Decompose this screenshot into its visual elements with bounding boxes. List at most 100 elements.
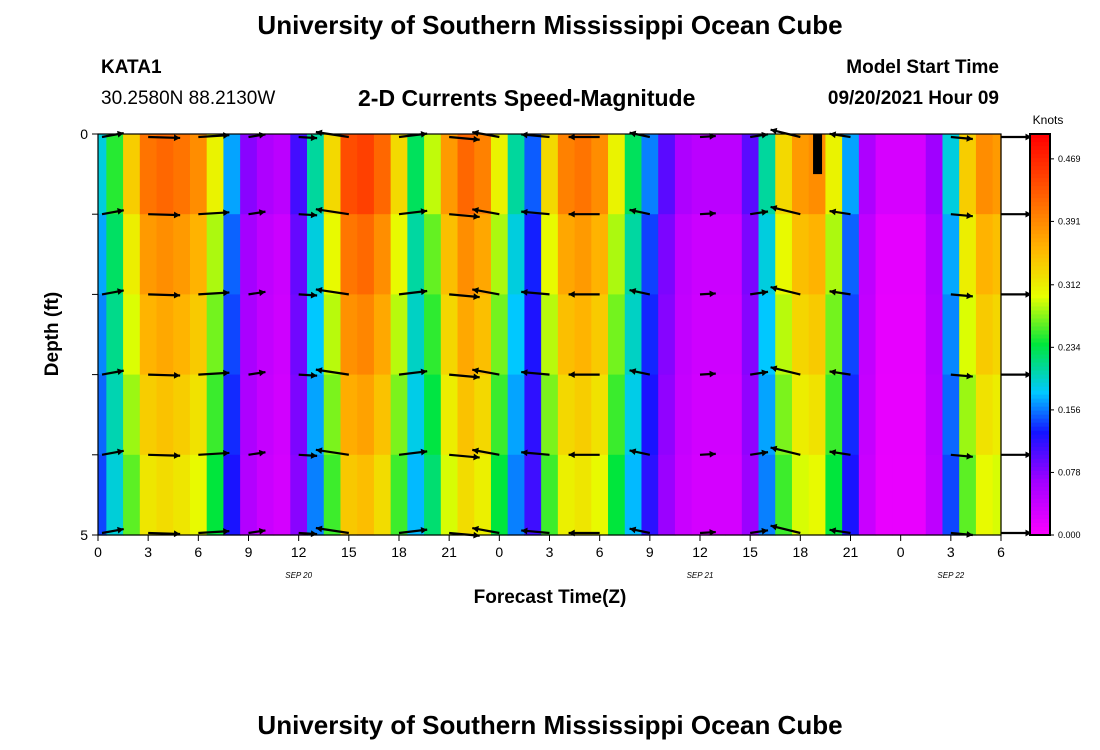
colorbar-band	[1030, 286, 1050, 291]
heatmap-cell	[156, 374, 174, 456]
colorbar-band	[1030, 310, 1050, 316]
heatmap-cell	[490, 454, 509, 536]
heatmap-cell	[206, 374, 225, 456]
heatmap-cell	[440, 294, 459, 376]
heatmap-cell	[641, 454, 659, 536]
heatmap-cell	[98, 294, 107, 376]
heatmap-cell	[139, 454, 158, 536]
heatmap-cell	[875, 374, 893, 456]
colorbar-band	[1030, 150, 1050, 155]
x-tick-label: 3	[144, 544, 152, 560]
heatmap-cell	[424, 294, 442, 376]
heatmap-cell	[975, 374, 994, 456]
heatmap-cell	[189, 374, 208, 456]
colorbar-band	[1030, 414, 1050, 420]
heatmap-cell	[708, 374, 726, 456]
heatmap-cell	[106, 214, 124, 295]
heatmap-cell	[775, 374, 793, 456]
heatmap-cell	[641, 134, 659, 215]
heatmap-cell	[240, 454, 258, 536]
colorbar-band	[1030, 246, 1050, 251]
x-tick-label: 18	[391, 544, 407, 560]
colorbar-band	[1030, 278, 1050, 283]
heatmap-cell	[256, 134, 275, 215]
x-tick-label: 6	[596, 544, 604, 560]
heatmap-cell	[624, 214, 643, 295]
colorbar-band	[1030, 266, 1050, 271]
heatmap-cell	[775, 454, 793, 536]
colorbar-tick-label: 0.156	[1058, 405, 1081, 415]
current-vector	[629, 526, 651, 535]
current-vector	[770, 285, 801, 296]
current-vector	[248, 369, 266, 377]
colorbar-band	[1030, 378, 1050, 384]
colorbar-band	[1030, 394, 1050, 400]
colorbar-band	[1030, 354, 1050, 360]
current-vector	[521, 208, 550, 216]
current-vector	[298, 211, 318, 219]
current-vector	[1001, 210, 1032, 218]
heatmap-cell	[424, 134, 442, 215]
heatmap-cell	[123, 214, 141, 295]
current-vector	[829, 208, 851, 216]
heatmap-cell	[524, 294, 542, 376]
heatmap-cell	[440, 454, 459, 536]
colorbar-band	[1030, 442, 1050, 448]
heatmap-cell	[156, 214, 174, 295]
heatmap-cell	[791, 294, 810, 376]
heatmap-cell	[591, 214, 609, 295]
heatmap-cell	[307, 214, 325, 295]
heatmap-cell	[541, 214, 559, 295]
heatmap-cell	[307, 454, 325, 536]
heatmap-cell	[290, 294, 308, 376]
heatmap-cell	[273, 214, 291, 295]
heatmap-cell	[206, 214, 225, 295]
heatmap-cell	[123, 454, 141, 536]
colorbar-band	[1030, 530, 1050, 536]
heatmap-cell	[474, 214, 492, 295]
heatmap-cell	[925, 454, 944, 536]
colorbar-band	[1030, 158, 1050, 163]
heatmap-cell	[307, 294, 325, 376]
colorbar-band	[1030, 302, 1050, 308]
current-vector	[298, 291, 318, 299]
current-vector	[398, 208, 428, 216]
x-tick-label: 9	[646, 544, 654, 560]
heatmap-cell	[725, 294, 743, 376]
heatmap-cell	[240, 374, 258, 456]
colorbar-band	[1030, 330, 1050, 336]
heatmap-cell	[206, 294, 225, 376]
x-tick-label: 0	[94, 544, 102, 560]
current-vector	[568, 291, 600, 298]
current-vector	[521, 527, 550, 535]
heatmap-cell	[875, 294, 893, 376]
heatmap-cell	[139, 214, 158, 295]
heatmap-cell	[691, 214, 709, 295]
colorbar-band	[1030, 146, 1050, 151]
current-vector	[699, 450, 716, 458]
current-vector	[829, 369, 851, 376]
colorbar-band	[1030, 318, 1050, 324]
heatmap-cell	[123, 294, 141, 376]
current-vector	[699, 529, 716, 536]
heatmap-cell	[858, 294, 877, 376]
heatmap-cell	[574, 454, 592, 536]
current-vector	[568, 133, 600, 141]
heatmap-cell	[273, 134, 291, 215]
heatmap-cell	[340, 454, 358, 536]
missing-data-marker	[813, 134, 823, 175]
heatmap-cell	[541, 454, 559, 536]
current-vector	[629, 448, 651, 456]
current-vector	[248, 289, 266, 297]
heatmap-cell	[691, 374, 709, 456]
heatmap-cell	[206, 134, 225, 215]
current-vector	[248, 528, 266, 535]
heatmap-cell	[189, 454, 208, 536]
heatmap-cell	[842, 134, 860, 215]
heatmap-cell	[892, 294, 910, 376]
current-vector	[568, 451, 600, 459]
colorbar-tick-label: 0.000	[1058, 530, 1081, 540]
model-start-value: 09/20/2021 Hour 09	[827, 88, 999, 109]
current-vector	[198, 449, 230, 457]
heatmap-cell	[189, 294, 208, 376]
